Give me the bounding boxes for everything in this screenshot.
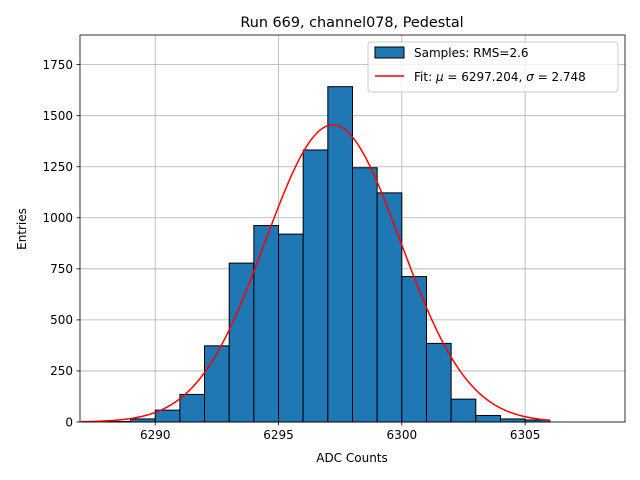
histogram-bar [401,276,427,423]
y-tick-label: 1250 [42,160,73,174]
histogram-bar [302,149,329,423]
legend-box [367,41,619,93]
y-tick-label: 1750 [42,58,73,72]
histogram-bar [253,225,280,423]
histogram-bar [204,345,230,423]
legend: Samples: RMS=2.6 Fit: μ = 6297.204, σ = … [367,41,619,93]
legend-histogram-swatch [374,46,405,59]
histogram-bar [352,167,378,423]
histogram-bar [425,342,452,423]
histogram-bar [228,262,255,423]
histogram-bar [278,233,304,423]
histogram-bar [475,414,501,423]
legend-fit-sigma-text: = 2.748 [534,70,586,84]
chart-title: Run 669, channel078, Pedestal [240,15,463,31]
legend-fit-mu-text: = 6297.204, [444,70,527,84]
histogram-bar [154,409,181,423]
axes-frame [79,34,626,423]
x-tick-label: 6290 [140,428,171,442]
x-tick-label: 6305 [510,428,541,442]
y-tick-label: 500 [50,313,73,327]
histogram-bar [179,393,206,423]
y-tick-label: 250 [50,364,73,378]
x-axis-label: ADC Counts [316,451,388,465]
legend-fit-mu-symbol: μ [435,70,444,84]
y-axis-ticks: 0 250 500 750 1000 1250 1500 1750 [42,58,80,429]
histogram-bar [499,418,526,423]
histogram-bars [105,86,551,423]
histogram-bar [130,418,156,423]
y-tick-label: 0 [65,415,73,429]
y-tick-label: 1000 [42,211,73,225]
y-tick-label: 1500 [42,109,73,123]
legend-histogram-label: Samples: RMS=2.6 [414,46,529,60]
legend-fit-prefix: Fit: [414,70,436,84]
histogram-bar [450,398,477,423]
legend-fit-label: Fit: μ = 6297.204, σ = 2.748 [414,70,586,84]
x-tick-label: 6300 [387,428,418,442]
histogram-bar [376,192,403,423]
histogram-bar [327,86,353,423]
fit-curve [81,124,550,423]
legend-fit-sigma-symbol: σ [526,70,534,84]
y-tick-label: 750 [50,262,73,276]
x-axis-ticks: 6290 6295 6300 6305 [140,422,540,442]
x-tick-label: 6295 [263,428,294,442]
y-axis-label: Entries [15,208,29,250]
